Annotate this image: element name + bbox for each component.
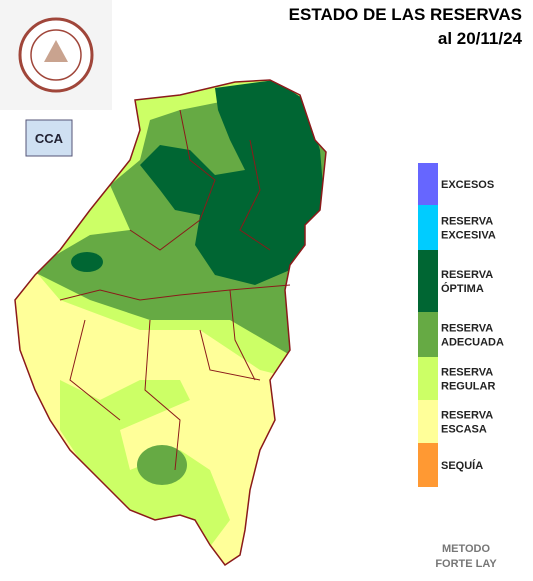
legend-label: ÓPTIMA (441, 282, 484, 295)
legend-label: RESERVA (441, 216, 493, 228)
footer-text: METODO (442, 543, 491, 555)
logo-emblem (44, 40, 68, 62)
footer-text: FORTE LAY (435, 558, 497, 570)
zone-adecuada-south (137, 445, 187, 485)
cca-text: CCA (35, 131, 64, 146)
legend-label: RESERVA (441, 323, 493, 335)
department-borders (59, 109, 291, 471)
legend-label: RESERVA (441, 367, 493, 379)
legend: EXCESOSRESERVAEXCESIVARESERVAÓPTIMARESER… (418, 163, 504, 487)
legend-label: EXCESOS (441, 179, 494, 191)
legend-label: RESERVA (441, 269, 493, 281)
zone-optima (140, 80, 325, 285)
legend-swatch (418, 205, 438, 250)
legend-swatch (418, 400, 438, 443)
cca-badge (25, 119, 73, 157)
legend-label: SEQUÍA (441, 459, 483, 472)
legend-label: ADECUADA (441, 337, 504, 349)
legend-swatch (418, 443, 438, 487)
legend-label: EXCESIVA (441, 230, 496, 242)
legend-label: ESCASA (441, 424, 487, 436)
legend-swatch (418, 312, 438, 357)
legend-label: REGULAR (441, 381, 495, 393)
legend-swatch (418, 357, 438, 400)
footer: METODO FORTE LAY (435, 543, 497, 570)
legend-swatch (418, 250, 438, 312)
legend-swatch (418, 163, 438, 205)
zone-optima-west (71, 252, 103, 272)
title: ESTADO DE LAS RESERVAS (289, 5, 522, 24)
date: al 20/11/24 (438, 29, 523, 48)
legend-label: RESERVA (441, 410, 493, 422)
